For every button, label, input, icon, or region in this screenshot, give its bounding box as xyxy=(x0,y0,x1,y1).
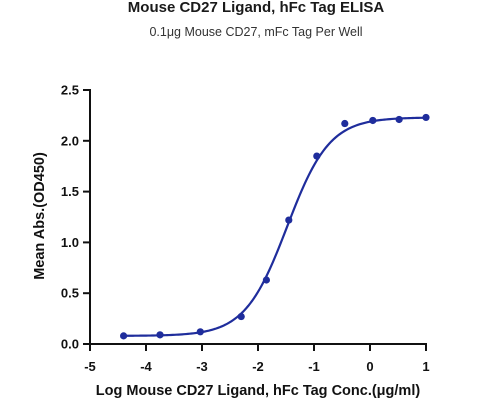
data-point xyxy=(369,116,377,125)
x-tick-label: -1 xyxy=(308,359,320,374)
chart-title: Mouse CD27 Ligand, hFc Tag ELISA xyxy=(128,0,385,16)
data-points xyxy=(120,113,430,340)
y-tick-label: 2.5 xyxy=(61,83,79,98)
data-point xyxy=(313,152,321,160)
x-tick-label: 0 xyxy=(366,359,373,374)
x-axis-label: Log Mouse CD27 Ligand, hFc Tag Conc.(μg/… xyxy=(96,383,421,399)
y-tick-label: 1.0 xyxy=(61,235,79,250)
data-point xyxy=(237,312,245,321)
x-ticks: -5 -4 -3 -2 -1 0 1 xyxy=(84,344,430,374)
y-tick-label: 2.0 xyxy=(61,133,79,148)
x-tick-label: -3 xyxy=(196,359,208,374)
fit-curve xyxy=(123,116,427,337)
data-point xyxy=(196,328,204,336)
x-tick-label: 1 xyxy=(422,359,429,374)
data-point xyxy=(262,276,270,284)
data-point xyxy=(341,119,349,128)
x-tick-label: -5 xyxy=(84,359,96,374)
y-tick-label: 0.0 xyxy=(61,337,79,352)
data-point xyxy=(395,115,403,124)
data-point xyxy=(285,216,293,224)
data-point xyxy=(156,331,164,339)
x-tick-label: -2 xyxy=(252,359,264,374)
y-tick-label: 1.5 xyxy=(61,184,79,199)
data-point xyxy=(120,332,128,340)
x-tick-label: -4 xyxy=(140,359,152,374)
y-tick-label: 0.5 xyxy=(61,286,79,301)
y-ticks: 0.0 0.5 1.0 1.5 2.0 2.5 xyxy=(61,83,90,352)
data-point xyxy=(422,113,430,122)
chart-subtitle: 0.1μg Mouse CD27, mFc Tag Per Well xyxy=(149,25,362,39)
y-axis-label: Mean Abs.(OD450) xyxy=(32,152,48,280)
